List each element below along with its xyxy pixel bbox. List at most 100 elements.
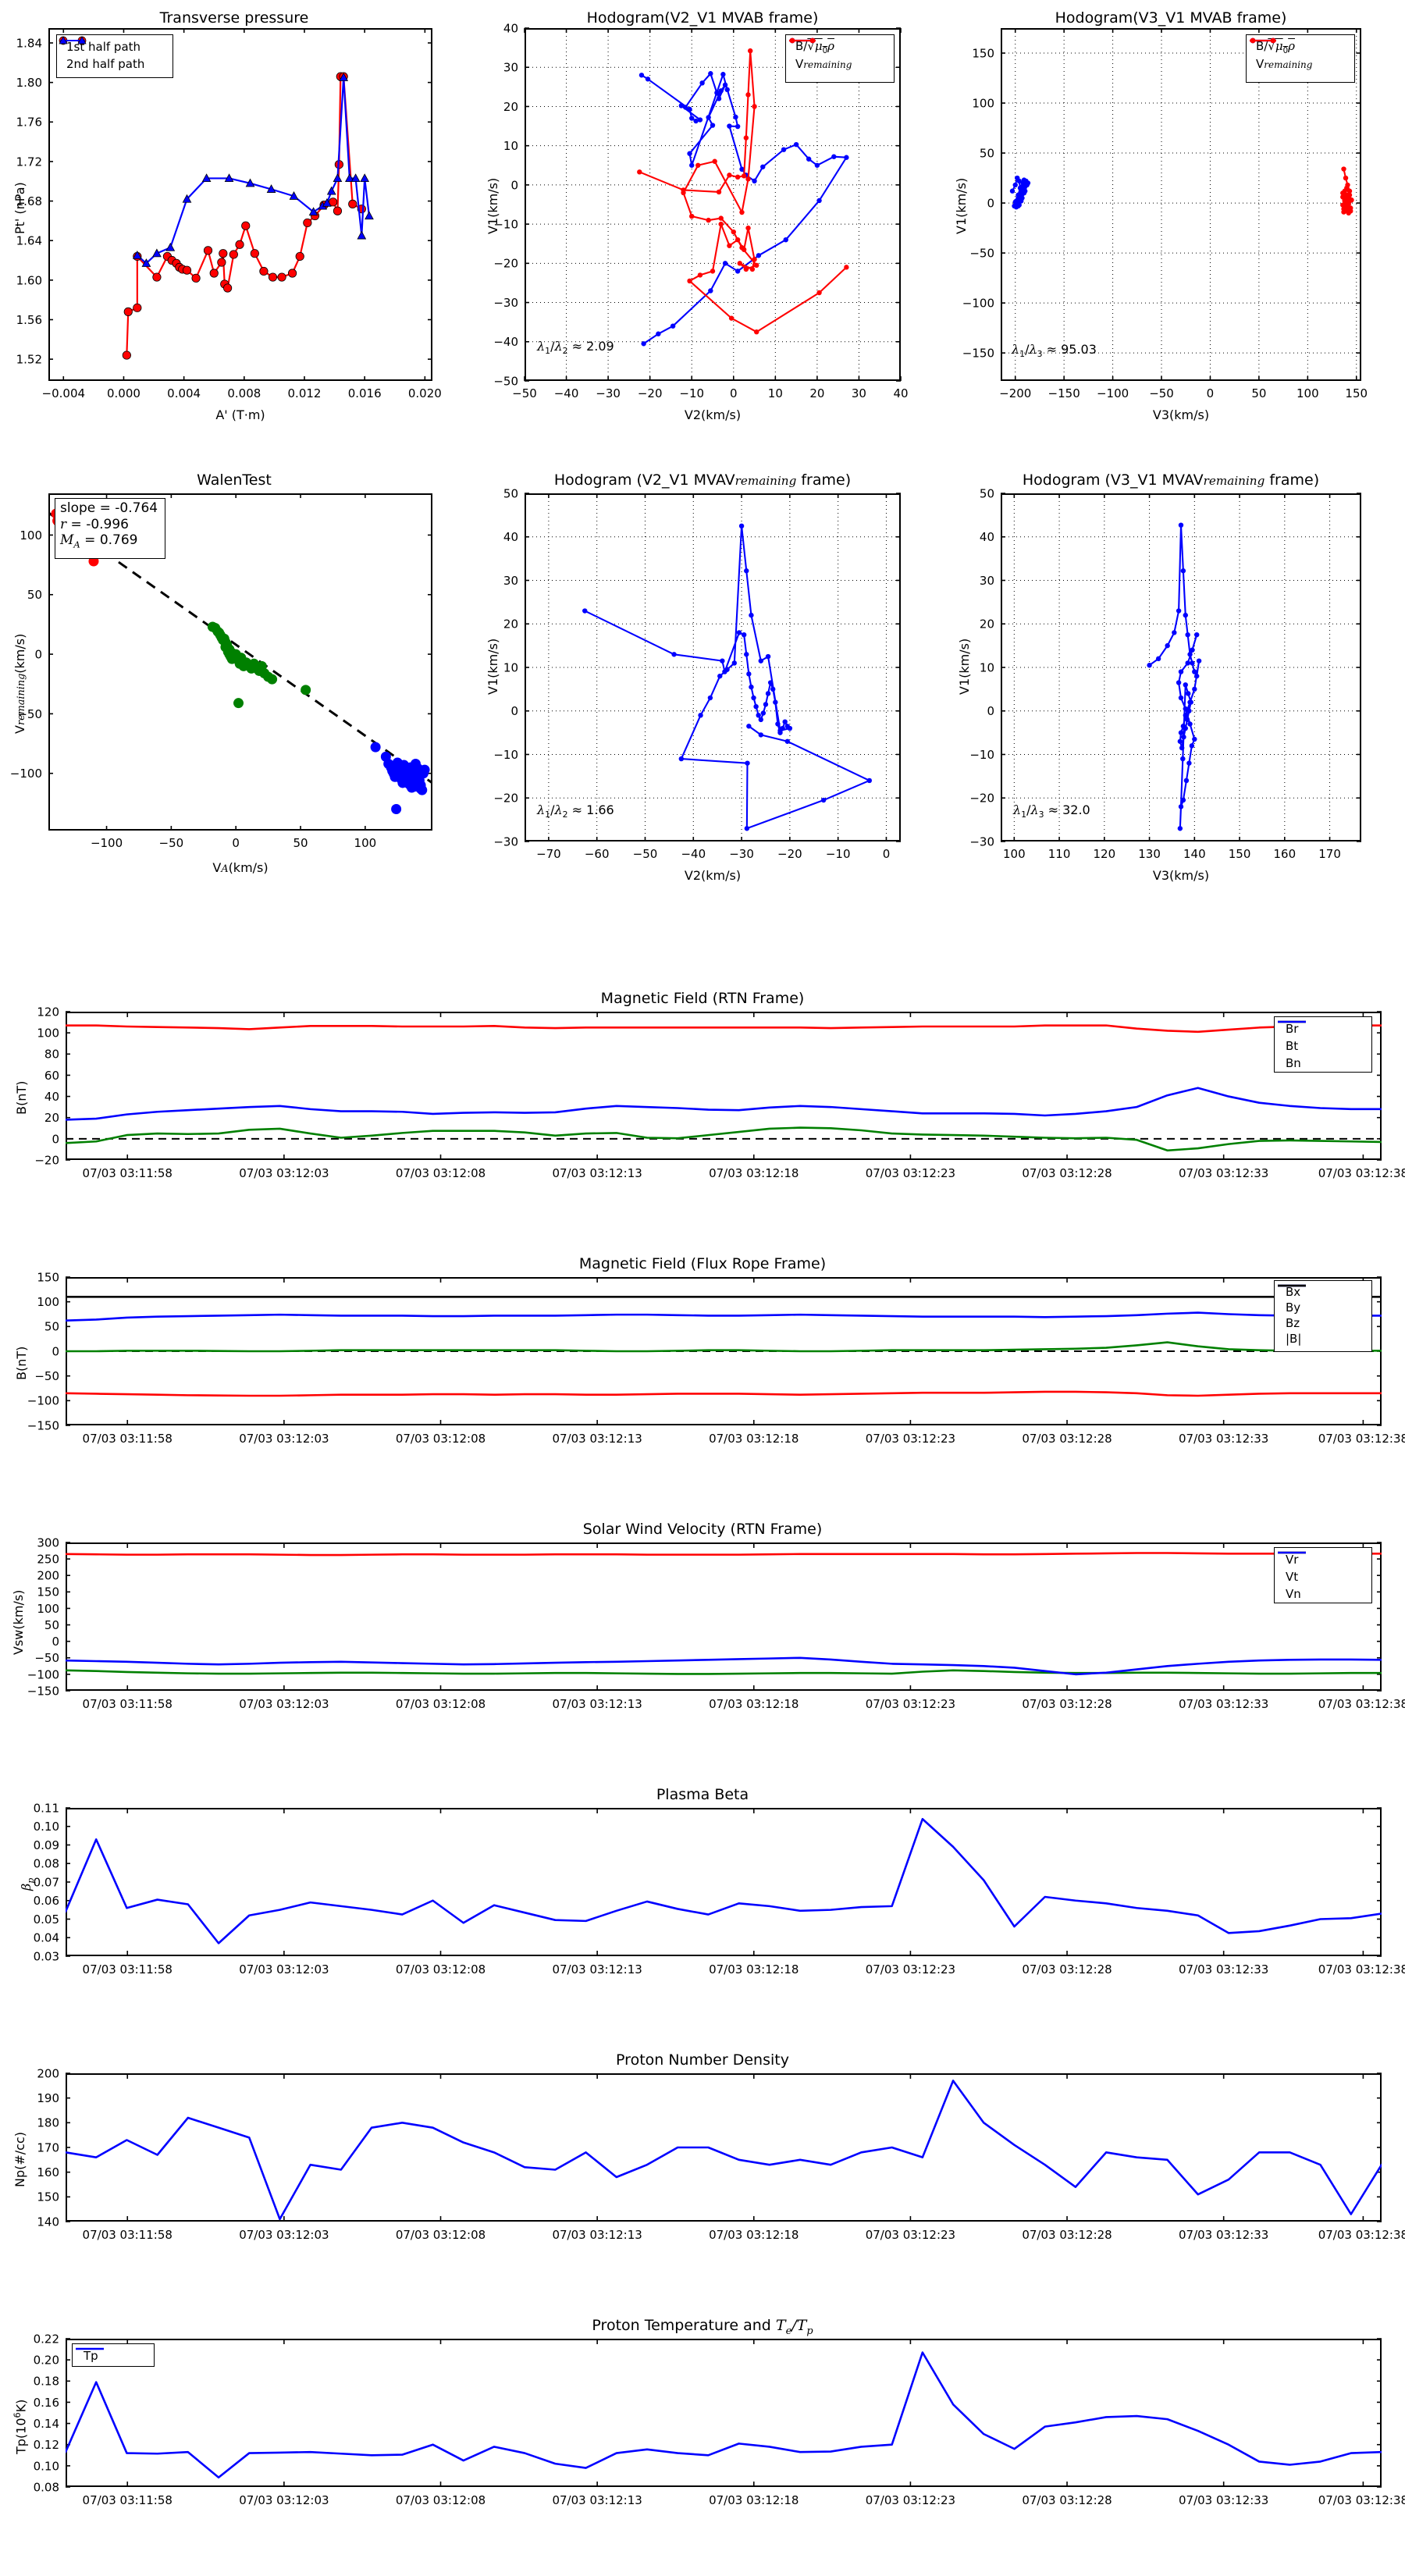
panel-proton-number-density: Proton Number Density 140 150 160 170 180 190… [0,2037,1405,2272]
svg-text:07/03 03:12:33: 07/03 03:12:33 [1179,2493,1268,2507]
legend[interactable]: B/√μ0ρ Vremaining [785,34,895,83]
svg-text:0.008: 0.008 [227,386,261,400]
svg-text:−50: −50 [969,247,994,261]
svg-text:50: 50 [980,486,994,500]
svg-text:50: 50 [44,1320,59,1334]
svg-text:140: 140 [1183,847,1206,861]
legend[interactable]: B/√μ0ρ Vremaining [1246,34,1355,83]
panel-hodogram-v3v1-mvab: Hodogram(V3_V1 MVAB frame) −150 −100 −50 0 5… [937,0,1405,437]
svg-text:160: 160 [1274,847,1297,861]
hodogram-v3v1-mvab-plot: −150 −100 −50 0 50 100 150 −200 −150 −100 −50 0 50 10… [962,28,1368,400]
title-post: frame) [796,471,852,489]
svg-text:10: 10 [503,660,518,674]
plot-area [66,1808,1382,1956]
svg-text:40: 40 [503,530,518,544]
panel-title: Solar Wind Velocity (RTN Frame) [582,1521,823,1538]
svg-text:0.08: 0.08 [34,2480,59,2494]
legend[interactable]: Bx By Bz |B| [1274,1280,1372,1352]
legend[interactable]: 1st half path 2nd half path [56,34,173,78]
panel-title: Hodogram(V2_V1 MVAB frame) [586,9,819,27]
ratio-value: 1.66 [586,802,614,817]
svg-text:07/03 03:12:13: 07/03 03:12:13 [552,1962,642,1976]
svg-text:07/03 03:12:03: 07/03 03:12:03 [239,1962,329,1976]
svg-text:1.52: 1.52 [16,353,42,367]
svg-text:10: 10 [980,660,994,674]
legend-marker-red-line [1250,37,1276,44]
legend-item-vremaining: Vremaining [789,37,889,73]
legend-item-bn: Bn [1278,1020,1367,1072]
svg-text:0.03: 0.03 [34,1949,59,1963]
svg-text:−100: −100 [27,1667,59,1681]
legend[interactable]: Tp [72,2343,155,2367]
svg-text:0.020: 0.020 [408,386,442,400]
legend-label: Bn [1286,1056,1301,1070]
svg-text:−100: −100 [1097,386,1129,400]
svg-text:0: 0 [1207,386,1215,400]
svg-text:−150: −150 [962,347,994,361]
panel-hodogram-v2v1-mvab: Hodogram(V2_V1 MVAB frame) −50 −40 −30 −20−… [468,0,937,437]
legend-label: Bt [1286,1039,1299,1053]
plot-area [525,28,901,381]
svg-text:−40: −40 [493,335,518,349]
panel-title: Hodogram(V3_V1 MVAB frame) [1055,9,1287,27]
svg-text:200: 200 [37,1569,59,1583]
legend[interactable]: Br Bt Bn [1274,1016,1372,1073]
svg-text:100: 100 [37,1026,59,1041]
panel-hodogram-v2v1-mvav: Hodogram (V2_V1 MVAVremaining frame) −30… [468,461,937,898]
eigenvalue-ratio-annotation: λ1/λ2 ≈ 2.09 [537,339,614,357]
solar-wind-velocity-plot: −150 −100 −50 0 50 100 150 200 250 300 07/03 03:11… [27,1535,1405,1711]
title-pre: Hodogram (V2_V1 MVAV [553,471,735,489]
svg-text:1.76: 1.76 [16,116,42,130]
svg-text:150: 150 [972,46,994,60]
legend[interactable]: Vr Vt Vn [1274,1547,1372,1603]
stat-slope: slope = -0.764 [60,500,158,516]
eigenvalue-ratio-annotation: λ1/λ2 ≈ 1.66 [537,802,614,820]
svg-text:−40: −40 [554,386,579,400]
svg-text:07/03 03:12:28: 07/03 03:12:28 [1022,1697,1112,1711]
svg-text:−50: −50 [1149,386,1174,400]
svg-text:07/03 03:11:58: 07/03 03:11:58 [83,1962,173,1976]
svg-text:0: 0 [52,1132,59,1146]
legend-item-tp: Tp [76,2347,149,2364]
x-axis-label: A' (T·m) [215,407,265,422]
x-axis-label: V2(km/s) [684,407,742,422]
svg-text:100: 100 [1297,386,1319,400]
eigenvalue-ratio-annotation: λ1/λ3 ≈ 32.0 [1013,802,1090,820]
legend-item-bz: Bz [1278,1284,1367,1331]
svg-text:20: 20 [44,1111,59,1125]
y-axis-label: B(nT) [14,1346,29,1380]
legend-item-by: By [1278,1284,1367,1315]
panel-walen-test: WalenTest −100 −50 0 50 100 −100 −50 0 50 100 Vre… [0,461,468,898]
svg-text:0.09: 0.09 [34,1838,59,1852]
svg-text:−50: −50 [17,707,42,721]
svg-text:80: 80 [44,1048,59,1062]
svg-text:07/03 03:12:28: 07/03 03:12:28 [1022,1166,1112,1180]
y-axis-label: Vremaining(km/s) [12,633,27,734]
svg-text:1.80: 1.80 [16,76,42,90]
svg-text:0.11: 0.11 [34,1801,59,1815]
svg-text:07/03 03:12:03: 07/03 03:12:03 [239,1432,329,1446]
svg-text:07/03 03:12:18: 07/03 03:12:18 [709,1166,799,1180]
eigenvalue-ratio-annotation: λ1/λ3 ≈ 95.03 [1012,342,1097,360]
panel-title: Hodogram (V3_V1 MVAVremaining frame) [948,471,1394,489]
panel-title: Transverse pressure [159,9,309,27]
svg-text:1.56: 1.56 [16,313,42,327]
svg-text:−10: −10 [969,748,994,762]
svg-text:50: 50 [503,486,518,500]
svg-text:07/03 03:12:03: 07/03 03:12:03 [239,2228,329,2242]
legend-line-blue [76,2347,104,2350]
panel-title: Plasma Beta [656,1786,749,1803]
x-axis-label: V3(km/s) [1152,868,1210,883]
svg-text:−100: −100 [91,836,123,850]
svg-text:10: 10 [503,139,518,153]
svg-text:40: 40 [893,386,908,400]
svg-text:−40: −40 [681,847,706,861]
svg-text:0.10: 0.10 [34,2459,59,2473]
r-value: = -0.996 [66,516,129,532]
svg-text:07/03 03:11:58: 07/03 03:11:58 [83,1697,173,1711]
panel-solar-wind-velocity: Solar Wind Velocity (RTN Frame) −150 −100… [0,1507,1405,1741]
ma-value: = 0.769 [80,532,138,549]
svg-text:0: 0 [730,386,738,400]
svg-text:190: 190 [37,2091,59,2105]
